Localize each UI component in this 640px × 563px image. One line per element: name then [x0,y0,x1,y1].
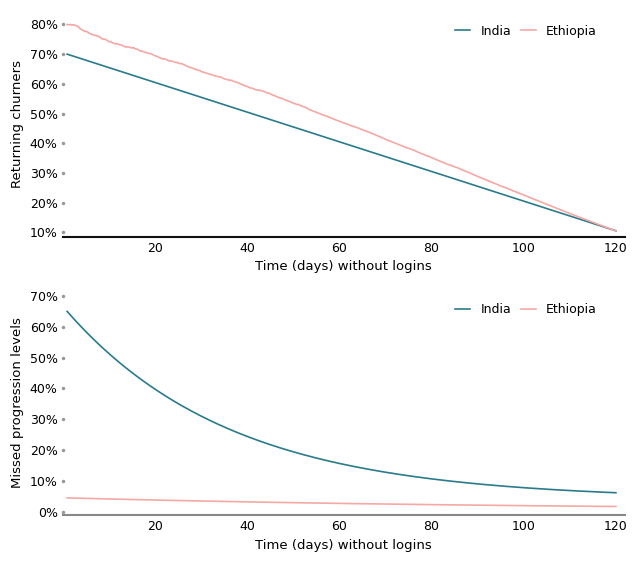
India [63,308,71,315]
Ethiopia [477,502,484,508]
Ethiopia [312,109,320,115]
Y-axis label: Returning churners: Returning churners [11,60,24,188]
India [312,131,319,137]
Ethiopia [477,175,485,181]
India [63,51,71,57]
Ethiopia [63,21,71,28]
India [387,155,394,162]
X-axis label: Time (days) without logins: Time (days) without logins [255,539,432,552]
Legend: India, Ethiopia: India, Ethiopia [451,20,602,43]
India [477,184,484,190]
India [430,169,438,176]
Line: India: India [67,54,616,231]
India [477,481,484,488]
Legend: India, Ethiopia: India, Ethiopia [451,298,602,321]
Ethiopia [63,494,71,501]
Line: Ethiopia: Ethiopia [67,24,616,231]
India [161,392,168,399]
Ethiopia [612,503,620,510]
India [612,227,620,234]
Ethiopia [205,71,213,78]
Line: India: India [67,311,616,493]
Ethiopia [161,56,169,62]
Ethiopia [430,501,438,508]
Line: Ethiopia: Ethiopia [67,498,616,507]
X-axis label: Time (days) without logins: Time (days) without logins [255,260,432,273]
Ethiopia [612,227,620,234]
Ethiopia [66,21,74,28]
Y-axis label: Missed progression levels: Missed progression levels [11,317,24,488]
Ethiopia [204,498,212,504]
Ethiopia [312,499,319,506]
Ethiopia [161,497,168,504]
India [312,454,319,461]
India [161,82,168,89]
India [387,470,394,476]
India [430,476,438,482]
India [204,416,212,423]
Ethiopia [387,501,394,507]
Ethiopia [431,155,438,162]
India [204,96,212,103]
India [612,489,620,496]
Ethiopia [388,138,396,145]
